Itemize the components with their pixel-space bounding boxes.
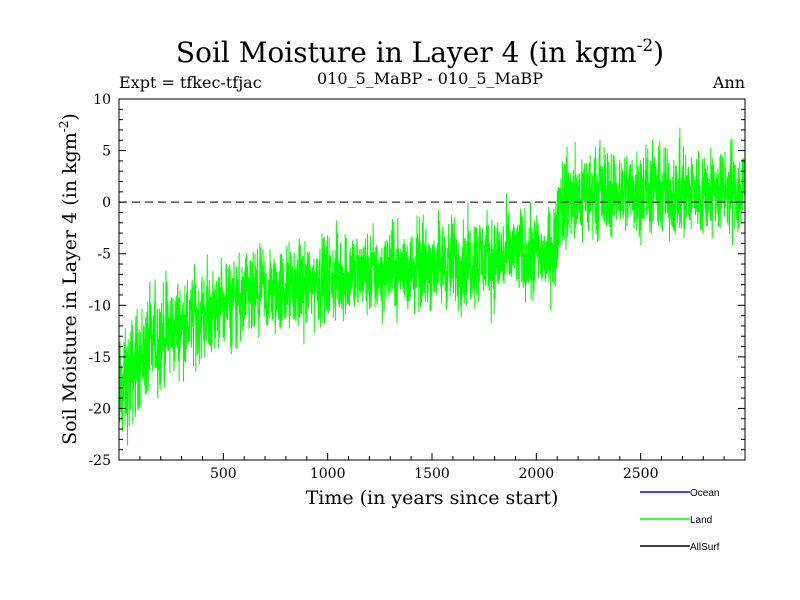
y-axis-ticks: 10 5 0 -5 -10 -15 -20 -25 [88,92,745,469]
y-tick-label: 0 [102,195,111,211]
y-tick-label: 5 [102,144,111,160]
y-tick-label: -25 [88,453,111,469]
x-axis-ticks: 500 1000 1500 2000 2500 [139,453,725,482]
season-label: Ann [712,73,745,92]
y-tick-label: -15 [88,350,111,366]
x-tick-label: 2000 [519,466,555,482]
period-label: 010_5_MaBP - 010_5_MaBP [317,69,543,88]
series-line-land [118,127,746,446]
legend-label-land: Land [690,515,712,526]
y-tick-label: -5 [97,247,111,263]
chart-title: Soil Moisture in Layer 4 (in kgm-2) [176,36,664,69]
y-axis-label: Soil Moisture in Layer 4 (in kgm-2) [57,113,81,445]
legend-label-allsurf: AllSurf [690,542,720,553]
x-tick-label: 1000 [310,466,346,482]
x-tick-label: 500 [210,466,237,482]
legend-label-ocean: Ocean [690,488,719,499]
experiment-label: Expt = tfkec-tfjac [119,73,262,92]
x-tick-label: 2500 [623,466,659,482]
y-tick-label: -10 [88,298,111,314]
y-tick-label: -20 [88,401,111,417]
x-tick-label: 1500 [414,466,450,482]
series-layer [118,127,746,446]
x-axis-label: Time (in years since start) [306,487,559,509]
legend: Ocean Land AllSurf [640,488,720,553]
y-tick-label: 10 [93,92,111,108]
